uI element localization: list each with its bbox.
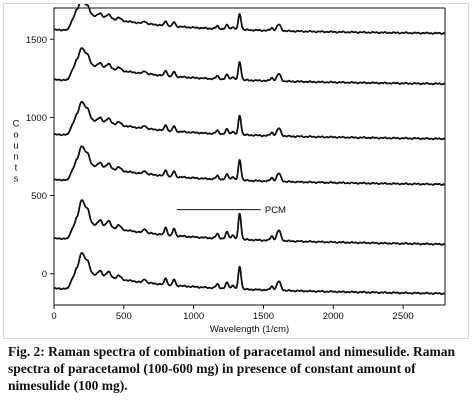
spectra-group [53, 4, 446, 296]
y-axis-title-letter: C [13, 119, 20, 130]
spectrum-line-3 [53, 100, 446, 141]
y-tick-label: 1000 [26, 113, 47, 124]
axes: 0 500 1000 1500 2000 2500 0 500 1000 1500 Waveleng… [13, 7, 446, 335]
y-axis-title-letter: o [13, 130, 18, 141]
spectrum-line-4 [53, 145, 446, 186]
y-tick-label: 0 [42, 269, 47, 280]
x-tick-label: 2000 [323, 311, 344, 322]
spectrum-line-6 [53, 252, 446, 296]
spectrum-line-5 [53, 199, 446, 246]
spectrum-line-2 [53, 47, 446, 86]
annotation-group: PCM [176, 205, 286, 216]
y-tick-label: 500 [31, 191, 47, 202]
x-tick-label: 1000 [183, 311, 204, 322]
spectrum-line-1 [53, 4, 446, 35]
y-axis-title-letter: n [13, 152, 18, 163]
caption-body: Raman spectra of paracetamol (100-600 mg… [8, 344, 456, 393]
caption-title: Raman spectra of combination of paraceta… [48, 344, 410, 359]
x-tick-label: 0 [51, 311, 56, 322]
y-axis-title-letter: t [15, 163, 18, 174]
x-tick-label: 1500 [253, 311, 274, 322]
x-axis-title: Wavelength (1/cm) [210, 324, 289, 335]
figure-caption: Fig. 2: Raman spectra of combination of … [8, 343, 468, 394]
y-axis-title-letter: s [14, 174, 19, 185]
y-axis-title-letter: u [13, 141, 18, 152]
pcm-annotation-label: PCM [265, 205, 286, 216]
caption-label: Fig. 2: [8, 344, 45, 359]
raman-spectra-chart: 0 500 1000 1500 2000 2500 0 500 1000 1500 Waveleng… [13, 4, 446, 335]
x-tick-label: 500 [116, 311, 132, 322]
x-tick-label: 2500 [393, 311, 414, 322]
plot-border [53, 7, 446, 306]
y-tick-label: 1500 [26, 35, 47, 46]
chart-frame: 0 500 1000 1500 2000 2500 0 500 1000 1500 Waveleng… [3, 3, 469, 339]
